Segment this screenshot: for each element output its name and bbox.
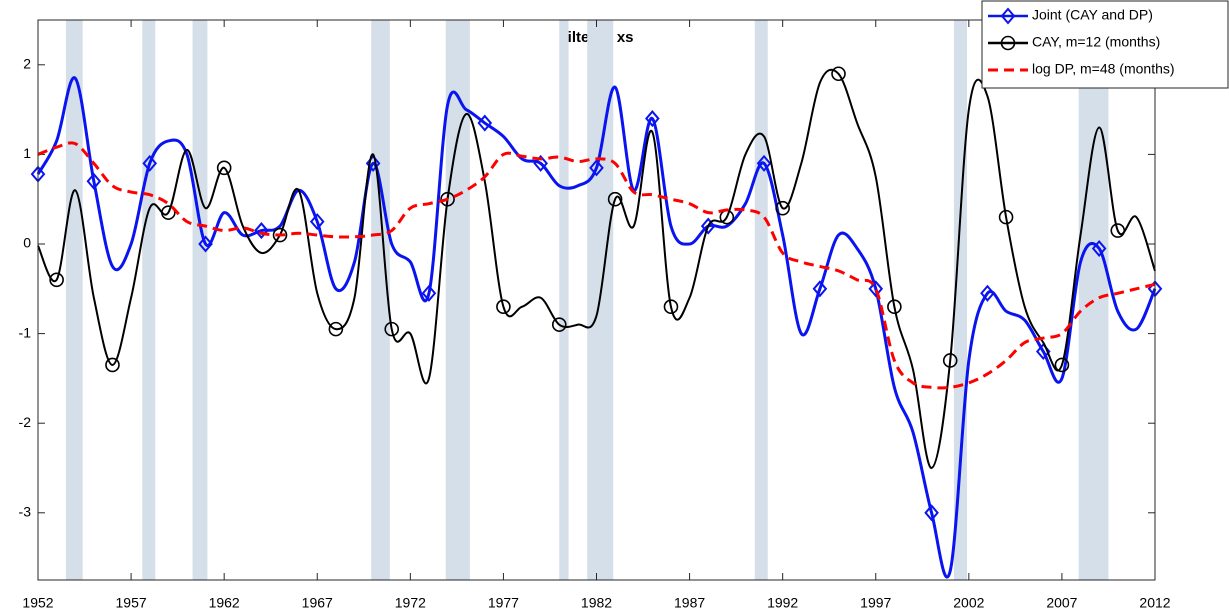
marker	[1000, 35, 1016, 51]
recession-band	[371, 20, 390, 580]
marker	[142, 154, 158, 172]
y-tick-label: -2	[19, 414, 32, 430]
marker	[607, 191, 623, 207]
marker	[998, 209, 1014, 225]
marker	[477, 114, 493, 132]
legend-label: Joint (CAY and DP)	[1032, 7, 1153, 23]
y-tick-label: 1	[23, 145, 31, 161]
y-tick-label: 2	[23, 56, 31, 72]
legend-label: CAY, m=12 (months)	[1032, 34, 1160, 50]
marker	[924, 504, 939, 522]
marker	[309, 213, 325, 231]
marker	[1000, 7, 1016, 25]
marker	[496, 299, 511, 315]
marker	[700, 217, 716, 235]
x-tick-label: 2012	[1139, 595, 1170, 611]
marker	[533, 154, 548, 172]
x-tick-label: 2007	[1046, 595, 1077, 611]
marker	[1054, 357, 1070, 373]
marker	[440, 191, 455, 207]
x-tick-label: 1952	[22, 595, 53, 611]
marker	[86, 172, 102, 190]
x-tick-label: 2002	[953, 595, 984, 611]
recession-band	[192, 20, 208, 580]
marker	[942, 353, 958, 368]
marker	[216, 160, 232, 176]
x-tick-label: 1982	[581, 595, 612, 611]
recession-band	[559, 20, 569, 580]
marker	[254, 222, 269, 240]
marker	[663, 299, 679, 315]
marker	[551, 317, 567, 332]
legend: Joint (CAY and DP) CAY, m=12 (months) log …	[981, 0, 1229, 89]
y-tick-label: -3	[19, 504, 32, 520]
marker	[161, 205, 176, 220]
marker	[1110, 223, 1126, 238]
x-tick-label: 1987	[674, 595, 705, 611]
axes-box	[37, 19, 1156, 581]
y-tick-label: 0	[23, 235, 31, 251]
x-tick-label: 1967	[302, 595, 333, 611]
marker	[775, 200, 790, 216]
marker	[980, 284, 995, 302]
series-line	[36, 76, 1157, 579]
recession-band	[65, 20, 83, 580]
legend-label: log DP, m=48 (months)	[1032, 61, 1175, 77]
marker	[421, 284, 437, 302]
recession-band	[754, 20, 768, 580]
marker	[812, 280, 828, 298]
marker	[645, 110, 660, 128]
series-line	[37, 141, 1156, 390]
marker	[1091, 239, 1107, 258]
marker	[328, 321, 344, 337]
x-tick-label: 1962	[209, 595, 240, 611]
marker	[198, 235, 213, 253]
x-tick-label: 1977	[488, 595, 519, 611]
marker	[868, 280, 884, 298]
x-tick-label: 1992	[767, 595, 798, 611]
marker	[105, 357, 120, 373]
x-tick-label: 1972	[395, 595, 426, 611]
marker	[831, 66, 846, 82]
marker	[589, 159, 604, 177]
x-tick-label: 1997	[860, 595, 891, 611]
series-line	[37, 68, 1156, 470]
recession-band	[445, 20, 470, 580]
x-tick-label: 1957	[116, 595, 147, 611]
marker	[887, 299, 902, 315]
marker	[384, 321, 400, 337]
recession-band	[142, 20, 156, 580]
marker	[49, 272, 64, 288]
y-tick-label: -1	[19, 324, 32, 340]
marker	[272, 227, 288, 243]
marker	[756, 154, 772, 172]
